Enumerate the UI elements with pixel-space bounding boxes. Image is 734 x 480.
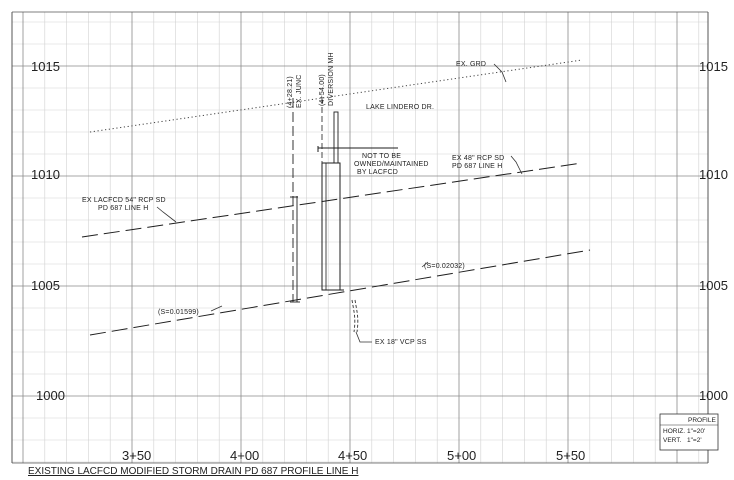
major-grid (12, 12, 708, 463)
station-label-3-50: 3+50 (122, 448, 151, 463)
elevation-labels-left: 1015 1010 1005 1000 (31, 59, 65, 403)
ex-54-rcp-line-label: PD 687 LINE H (98, 205, 148, 212)
station-label-5-50: 5+50 (556, 448, 585, 463)
station-labels: 3+50 4+00 4+50 5+00 5+50 (122, 448, 585, 463)
diversion-station-label: (4+54.00) (319, 74, 326, 106)
elev-label-1010-left: 1010 (31, 167, 60, 182)
diversion-mh-label: DIVERSION MH (328, 52, 335, 106)
elev-label-1005-left: 1005 (31, 278, 60, 293)
profile-table-vert-label: VERT. (663, 437, 681, 444)
leader-lines (156, 63, 523, 312)
not-maintained-line-3: BY LACFCD (357, 169, 398, 176)
minor-grid (12, 12, 708, 463)
ex-junc-station-label: (4+28.21) (287, 76, 294, 108)
existing-ground-line (89, 59, 583, 133)
elev-label-1010-right: 1010 (699, 167, 728, 182)
slope-right-label: (S=0.02032) (424, 263, 465, 270)
elev-label-1000-right: 1000 (699, 388, 728, 403)
ex-54-rcp-label: EX LACFCD 54" RCP SD (82, 197, 166, 204)
diversion-manhole-structure (317, 98, 398, 291)
profile-table-horiz-label: HORIZ. (663, 428, 685, 435)
rcp-storm-drain-top-line (81, 162, 583, 238)
station-label-5-00: 5+00 (447, 448, 476, 463)
not-maintained-line-1: NOT TO BE (362, 153, 401, 160)
elev-label-1005-right: 1005 (699, 278, 728, 293)
station-label-4-50: 4+50 (338, 448, 367, 463)
ex-grd-label: EX. GRD (456, 61, 486, 68)
sewer-crossing (351, 299, 372, 343)
profile-table-title: PROFILE (688, 417, 716, 424)
ex-18-vcp-label: EX 18" VCP SS (375, 339, 427, 346)
not-maintained-line-2: OWNED/MAINTAINED (354, 161, 429, 168)
ex-48-rcp-line-label: PD 687 LINE H (452, 163, 502, 170)
station-label-4-00: 4+00 (230, 448, 259, 463)
rcp-storm-drain-invert-line (89, 249, 591, 336)
ex-48-rcp-label: EX 48" RCP SD (452, 155, 504, 162)
street-name-label: LAKE LINDERO DR. (366, 104, 434, 111)
elev-label-1015-left: 1015 (31, 59, 60, 74)
ex-junc-label: EX. JUNC (296, 75, 303, 109)
profile-scale-table: PROFILE HORIZ. 1"=20' VERT. 1"=2' (659, 413, 719, 451)
drawing-title: EXISTING LACFCD MODIFIED STORM DRAIN PD … (28, 466, 358, 477)
ex-junction-structure (290, 98, 300, 303)
profile-table-horiz-value: 1"=20' (687, 428, 705, 435)
elev-label-1015-right: 1015 (699, 59, 728, 74)
elev-label-1000-left: 1000 (36, 388, 65, 403)
annotations: EX. GRD LAKE LINDERO DR. (4+28.21) EX. J… (82, 52, 504, 346)
elevation-labels-right: 1015 1010 1005 1000 (699, 59, 728, 403)
profile-table-vert-value: 1"=2' (687, 437, 702, 444)
slope-left-label: (S=0.01599) (158, 309, 199, 316)
